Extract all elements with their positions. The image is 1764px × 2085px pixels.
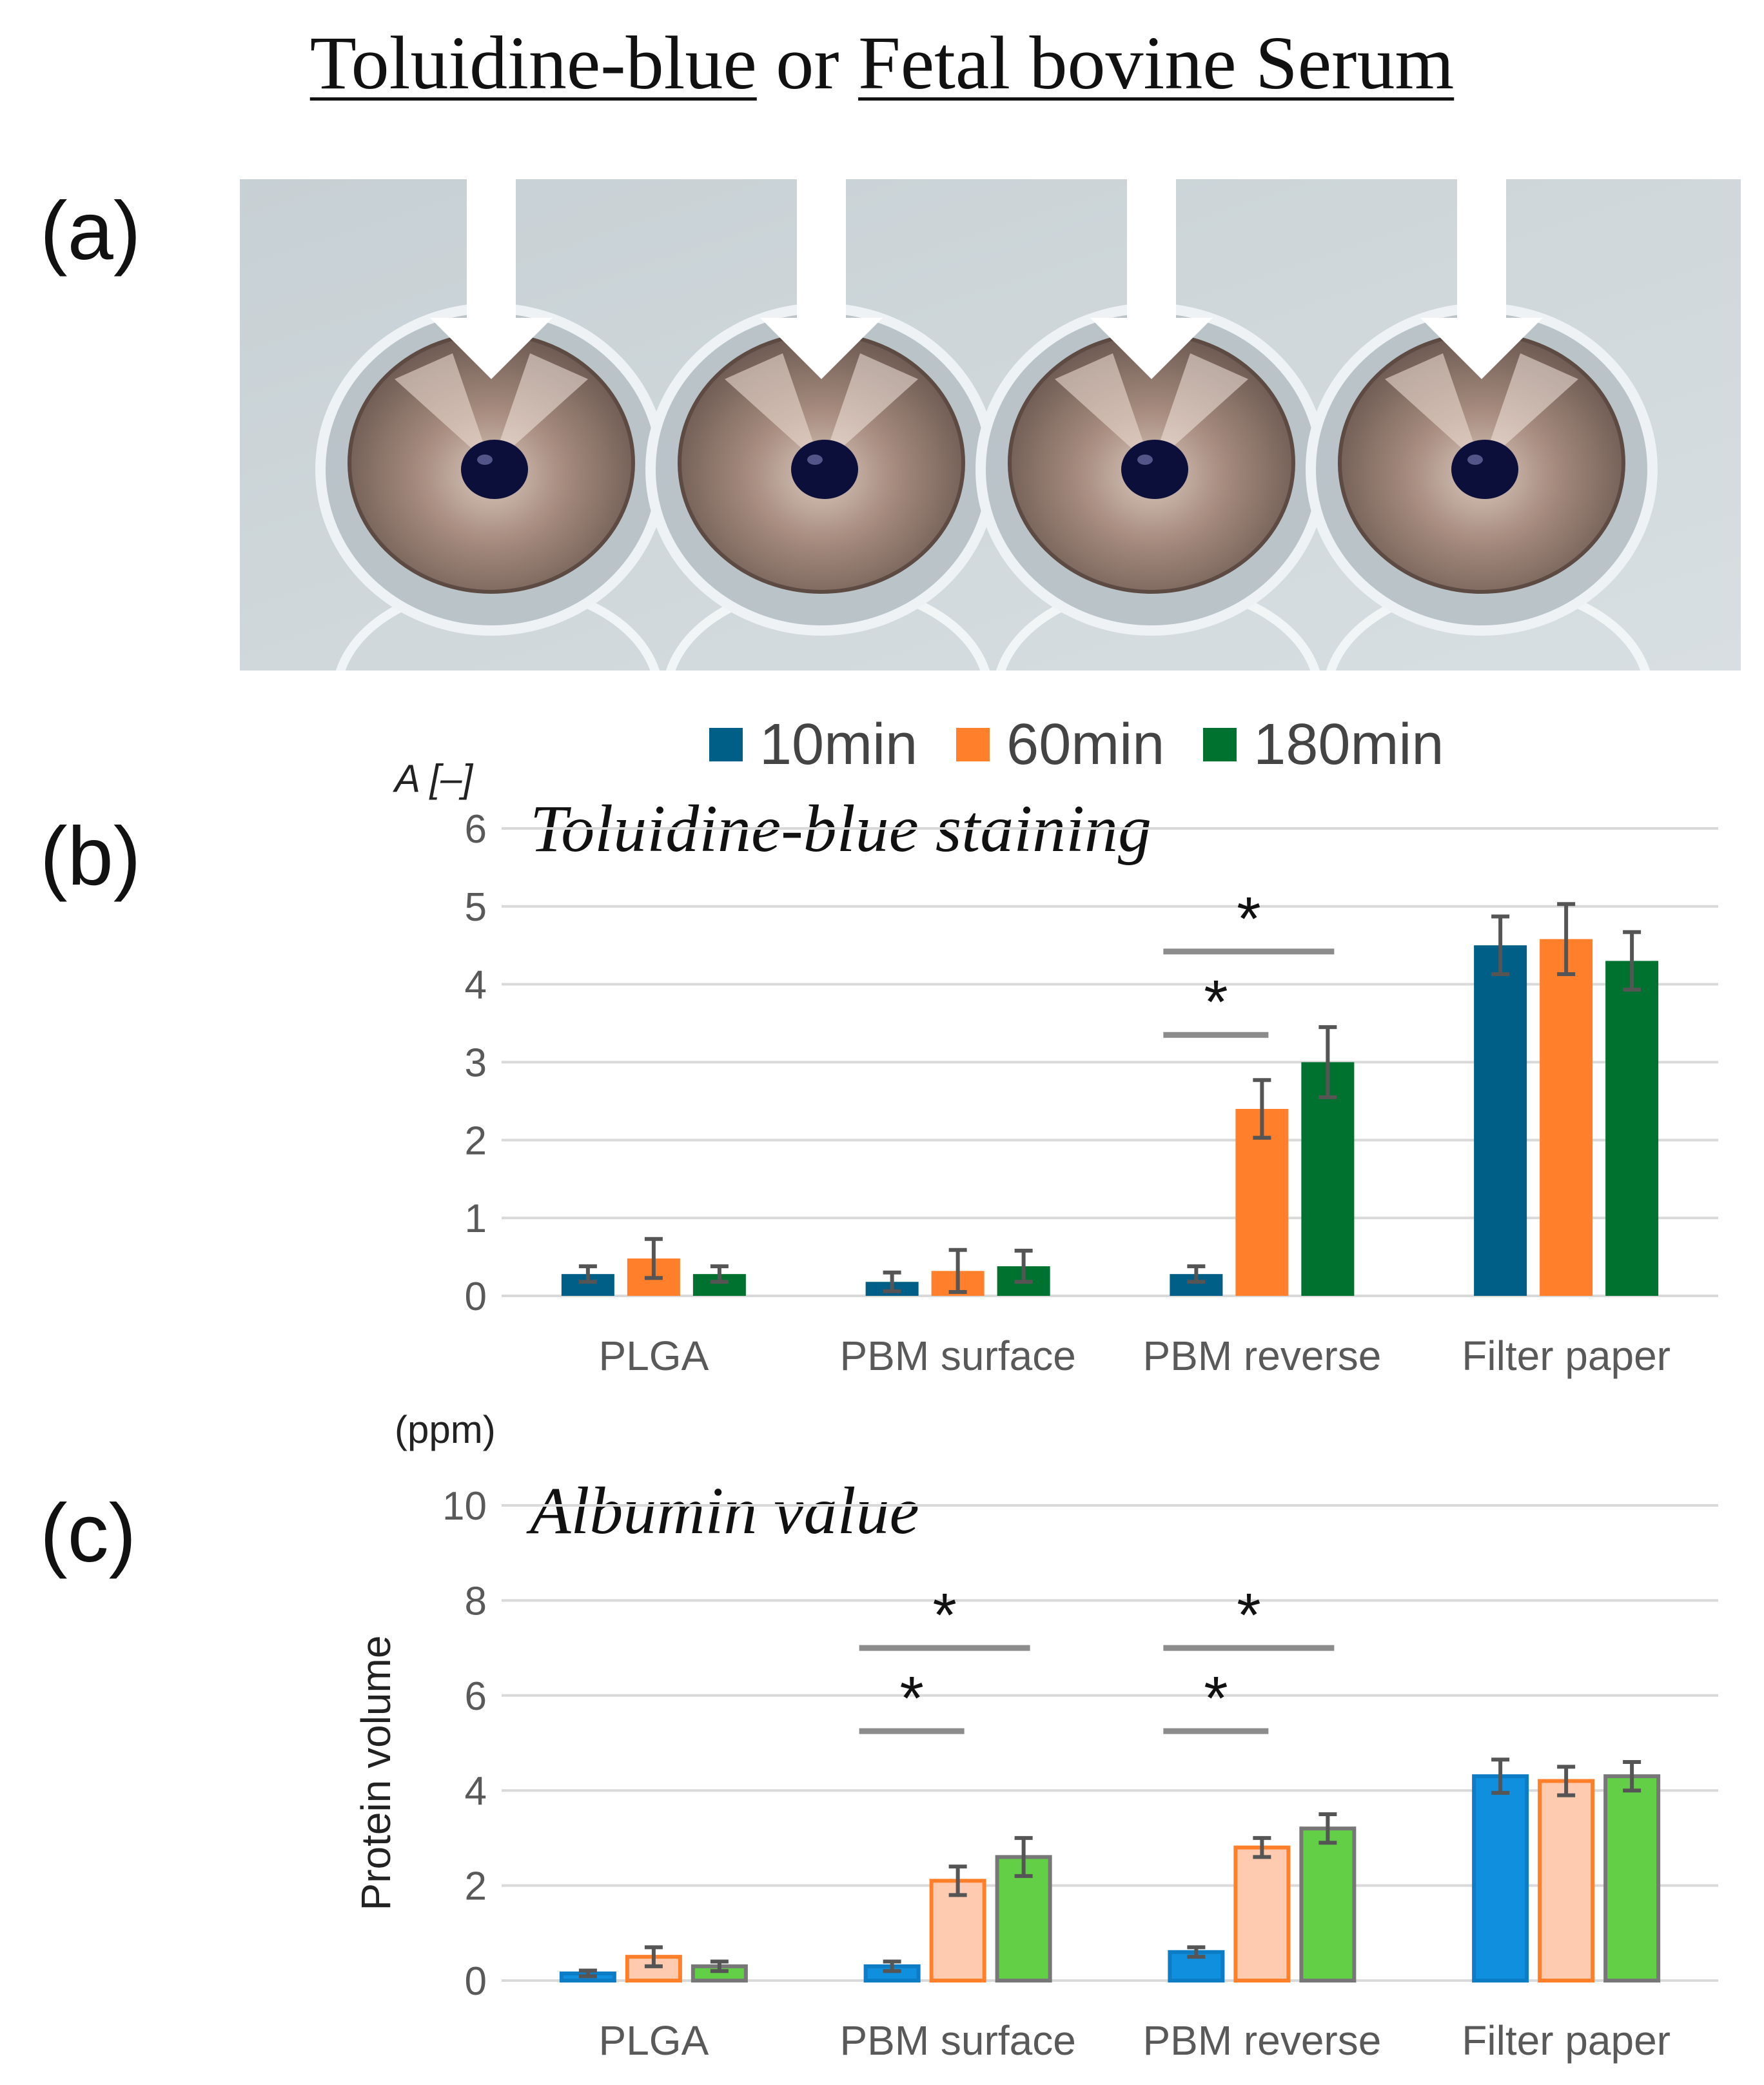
y-axis-unit: (ppm)	[395, 1408, 496, 1451]
legend-label-60min: 60min	[1006, 712, 1165, 777]
y-axis-label: Protein volume	[353, 1636, 399, 1911]
y-tick-label: 4	[465, 1769, 487, 1814]
y-tick-label: 10	[442, 1484, 487, 1529]
legend-item-10min: 10min	[709, 712, 917, 778]
dish-highlight	[725, 353, 821, 466]
chart-albumin: (ppm) Albumin value Protein volume 0 2 4 6 8…	[353, 1408, 1718, 2064]
x-tick-label: PBM surface	[839, 2017, 1075, 2064]
dish-highlight	[1055, 353, 1152, 466]
y-tick-label: 1	[465, 1197, 487, 1241]
y-tick-label: 2	[465, 1865, 487, 1909]
y-tick-label: 3	[465, 1041, 487, 1086]
significance-star: *	[932, 1581, 956, 1650]
legend-label-180min: 180min	[1253, 712, 1444, 777]
bar	[1299, 1826, 1357, 1982]
y-tick-label: 2	[465, 1119, 487, 1163]
legend-item-60min: 60min	[956, 712, 1164, 778]
bar	[1235, 1109, 1289, 1296]
dish-highlight	[1385, 353, 1482, 466]
y-tick-label: 0	[465, 1959, 487, 2004]
panel-label-c: (c)	[40, 1487, 137, 1580]
significance-star: *	[899, 1664, 923, 1733]
droplet-glint	[477, 455, 493, 465]
bar	[1474, 945, 1527, 1296]
arrow-down-icon	[1090, 179, 1213, 379]
x-tick-label: PLGA	[599, 1333, 709, 1379]
figure-title: Toluidine-blue or Fetal bovine Serum	[0, 19, 1764, 107]
significance-star: *	[1204, 968, 1228, 1037]
well-plate-photo	[240, 179, 1741, 671]
bar	[1472, 1774, 1529, 1983]
chart-title: Albumin value	[526, 1474, 919, 1548]
y-tick-label: 6	[465, 807, 487, 852]
x-tick-label: PBM reverse	[1142, 2017, 1381, 2064]
significance-star: *	[1204, 1664, 1228, 1733]
droplet-glint	[1467, 455, 1483, 465]
droplet	[461, 440, 528, 499]
panel-label-a: (a)	[40, 185, 141, 277]
chart-toluidine: A [–] Toluidine-blue staining 0123456PLG…	[393, 757, 1718, 1379]
droplet-glint	[1137, 455, 1153, 465]
significance-star: *	[1237, 885, 1260, 954]
y-tick-label: 5	[465, 885, 487, 930]
droplet	[791, 440, 858, 499]
significance-star: *	[1237, 1581, 1260, 1650]
arrow-down-icon	[760, 179, 883, 379]
bar	[1605, 961, 1659, 1296]
y-tick-label: 8	[465, 1579, 487, 1623]
dish-highlight	[821, 353, 918, 466]
x-tick-label: PBM reverse	[1142, 1333, 1381, 1379]
bar	[1538, 1779, 1595, 1983]
bar	[1603, 1774, 1661, 1983]
bar	[929, 1879, 986, 1982]
legend-swatch-10min	[709, 728, 743, 761]
dish-highlight	[395, 353, 491, 466]
title-or: or	[756, 21, 859, 105]
legend-swatch-180min	[1203, 728, 1237, 761]
title-fbs: Fetal bovine Serum	[858, 21, 1455, 105]
y-axis-label: A [–]	[393, 757, 474, 800]
x-tick-label: Filter paper	[1462, 2017, 1671, 2064]
arrow-down-icon	[1420, 179, 1543, 379]
x-tick-label: PLGA	[599, 2017, 709, 2064]
dish-highlight	[1152, 353, 1248, 466]
legend-swatch-60min	[956, 728, 990, 761]
arrow-down-icon	[430, 179, 553, 379]
bar	[1301, 1062, 1355, 1296]
droplet	[1121, 440, 1188, 499]
x-tick-label: Filter paper	[1462, 1333, 1671, 1379]
legend-item-180min: 180min	[1203, 712, 1444, 778]
legend: 10min 60min 180min	[709, 709, 1444, 780]
dish-highlight	[1482, 353, 1578, 466]
droplet-glint	[807, 455, 823, 465]
droplet	[1451, 440, 1518, 499]
bar	[1540, 939, 1593, 1296]
panel-label-b: (b)	[40, 810, 141, 903]
title-toluidine: Toluidine-blue	[309, 21, 757, 105]
bar	[1233, 1845, 1291, 1983]
legend-label-10min: 10min	[760, 712, 918, 777]
dish-highlight	[491, 353, 588, 466]
y-tick-label: 6	[465, 1674, 487, 1719]
x-tick-label: PBM surface	[839, 1333, 1075, 1379]
y-tick-label: 0	[465, 1275, 487, 1319]
y-tick-label: 4	[465, 963, 487, 1008]
